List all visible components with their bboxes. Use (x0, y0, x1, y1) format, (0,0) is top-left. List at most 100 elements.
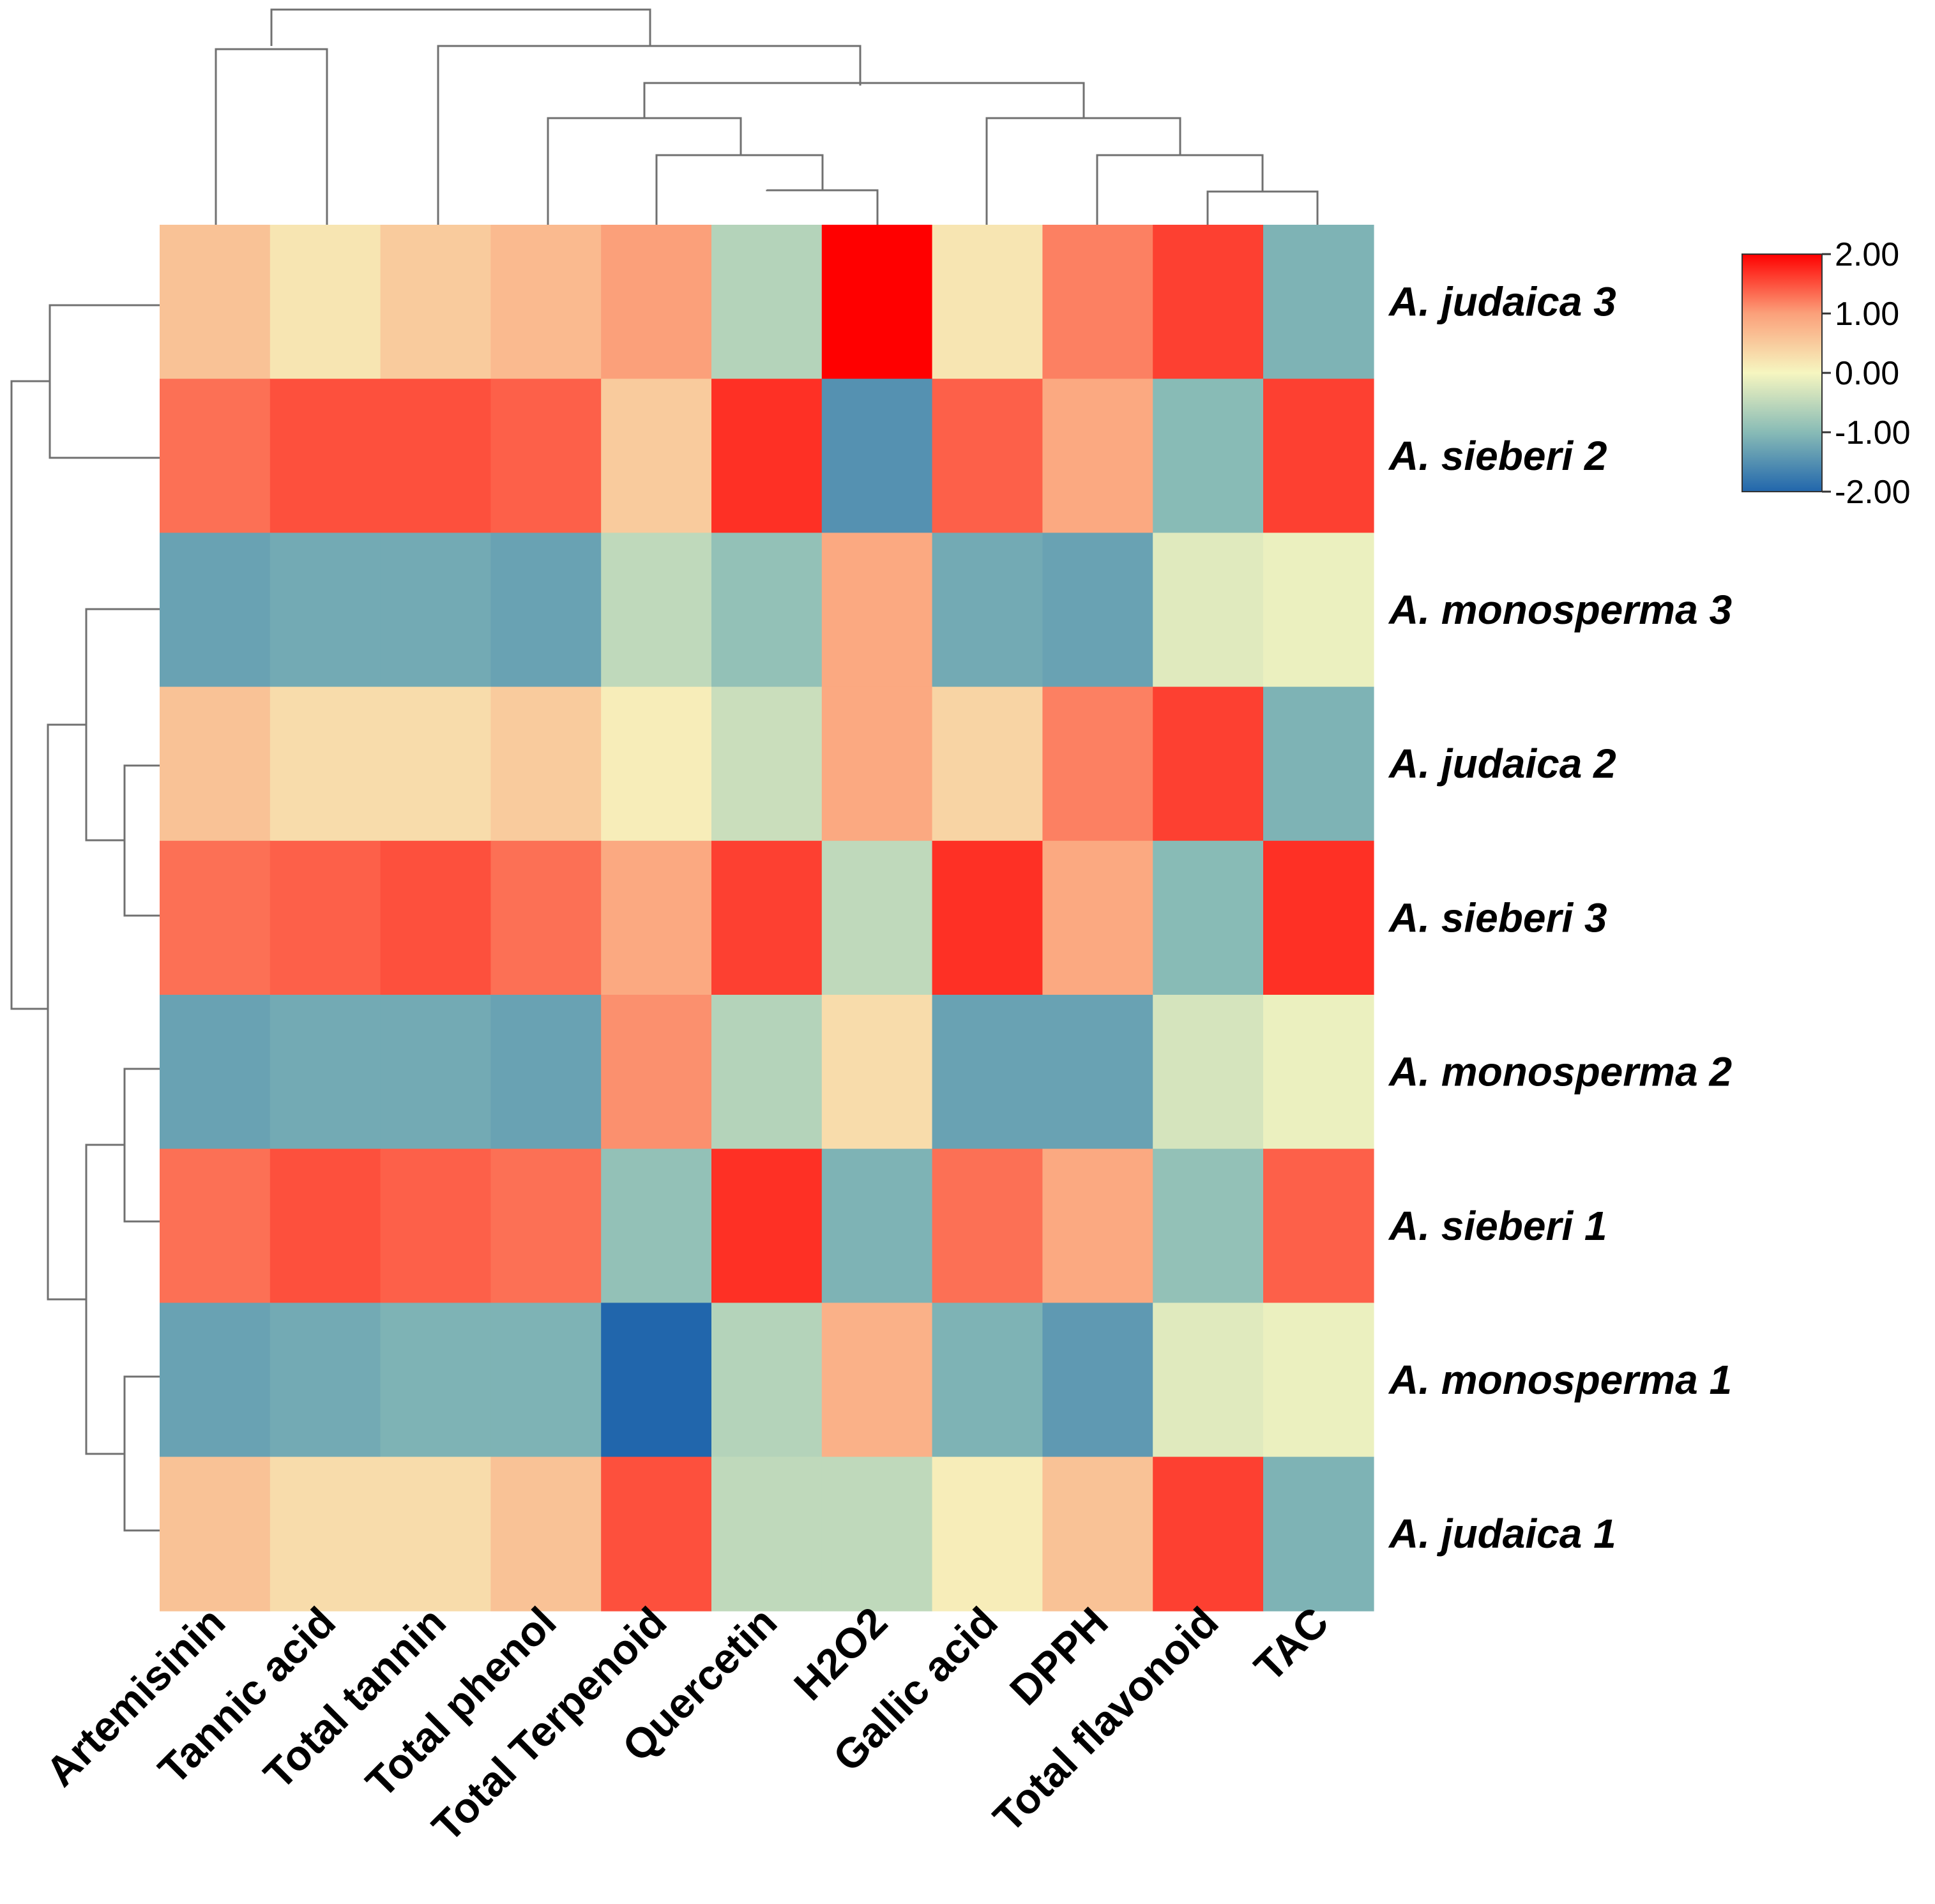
heatmap-cell (932, 1303, 1043, 1458)
heatmap-cell (490, 1456, 602, 1612)
heatmap-cell (1042, 1456, 1153, 1612)
heatmap-cell (380, 533, 492, 688)
heatmap-cell (821, 533, 933, 688)
heatmap-cell (932, 533, 1043, 688)
heatmap-cell (711, 686, 823, 842)
heatmap-cell (1153, 995, 1264, 1149)
row-label: A. sieberi 2 (1388, 433, 1607, 479)
heatmap-cell (269, 1303, 381, 1458)
heatmap-cell (1153, 1456, 1264, 1612)
heatmap-cell (1263, 995, 1374, 1149)
heatmap-cell (601, 686, 712, 842)
heatmap-cell (490, 1149, 602, 1304)
color-scale-tick-label: 2.00 (1835, 236, 1899, 273)
heatmap-cell (160, 1456, 271, 1612)
heatmap-cell (821, 379, 933, 534)
row-label: A. judaica 2 (1388, 741, 1616, 787)
heatmap-cell (1263, 686, 1374, 842)
heatmap-cell (490, 379, 602, 534)
heatmap-cell (1042, 686, 1153, 842)
heatmap-cell (821, 686, 933, 842)
heatmap-cell (1263, 379, 1374, 534)
heatmap-cell (821, 995, 933, 1149)
heatmap-cell (601, 1149, 712, 1304)
heatmap-cell (269, 379, 381, 534)
heatmap-cell (601, 533, 712, 688)
heatmap-cell (1153, 1149, 1264, 1304)
heatmap-cell (932, 379, 1043, 534)
heatmap-cell (1153, 840, 1264, 995)
row-label: A. monosperma 3 (1388, 587, 1732, 633)
heatmap-cell (1263, 1303, 1374, 1458)
heatmap-cell (711, 379, 823, 534)
heatmap-cell (1153, 533, 1264, 688)
heatmap-cell (1042, 995, 1153, 1149)
heatmap-cell (821, 1303, 933, 1458)
heatmap-cell (160, 379, 271, 534)
heatmap-cell (160, 1303, 271, 1458)
column-dendrogram (215, 8, 1319, 225)
heatmap-cell (380, 225, 492, 379)
row-dendrogram (10, 304, 160, 1532)
heatmap-cell (1153, 686, 1264, 842)
color-scale-ticks: 2.00 1.00 0.00 -1.00 -2.00 (1822, 236, 1911, 511)
heatmap-cell (601, 840, 712, 995)
row-labels: A. judaica 3 A. sieberi 2 A. monosperma 3 A… (1388, 279, 1732, 1557)
heatmap-cell (601, 225, 712, 379)
heatmap-cell (821, 1456, 933, 1612)
row-label: A. sieberi 3 (1388, 895, 1607, 941)
heatmap-cell (160, 840, 271, 995)
heatmap-cell (711, 995, 823, 1149)
color-scale-tick-label: -2.00 (1835, 474, 1911, 511)
row-label: A. monosperma 2 (1388, 1049, 1732, 1095)
heatmap-cell (821, 840, 933, 995)
row-label: A. judaica 1 (1388, 1511, 1616, 1557)
row-label: A. sieberi 1 (1388, 1203, 1607, 1249)
heatmap-cell (269, 533, 381, 688)
heatmap-cell (269, 840, 381, 995)
heatmap-cell (1153, 225, 1264, 379)
heatmap-cell (821, 225, 933, 379)
heatmap-cell (380, 840, 492, 995)
heatmap-cell (711, 1456, 823, 1612)
heatmap-cell (601, 379, 712, 534)
heatmap-cell (932, 995, 1043, 1149)
heatmap-cell (380, 1303, 492, 1458)
heatmap-cell (1263, 225, 1374, 379)
heatmap-cell (821, 1149, 933, 1304)
heatmap-cell (1263, 1149, 1374, 1304)
heatmap-cell (160, 1149, 271, 1304)
heatmap-cell (1042, 379, 1153, 534)
heatmap-cell (490, 686, 602, 842)
heatmap-cell (1263, 533, 1374, 688)
color-scale-tick-label: 1.00 (1835, 296, 1899, 333)
heatmap-cell (490, 1303, 602, 1458)
heatmap-cell (380, 379, 492, 534)
heatmap-cell (160, 686, 271, 842)
heatmap-cell (932, 686, 1043, 842)
heatmap-cell (490, 225, 602, 379)
heatmap-cell (269, 225, 381, 379)
heatmap-cell (1042, 840, 1153, 995)
heatmap-cell (1042, 1303, 1153, 1458)
heatmap-cell (601, 1303, 712, 1458)
color-scale-tick-label: 0.00 (1835, 355, 1899, 392)
heatmap-cell (269, 995, 381, 1149)
heatmap-cell (160, 995, 271, 1149)
color-scale-tick-label: -1.00 (1835, 414, 1911, 451)
heatmap-cell (269, 1149, 381, 1304)
heatmap-cell (932, 840, 1043, 995)
color-scale-legend: 2.00 1.00 0.00 -1.00 -2.00 (1742, 236, 1911, 511)
heatmap-cell (932, 225, 1043, 379)
heatmap-cell (490, 533, 602, 688)
heatmap-cell (160, 225, 271, 379)
heatmap-cell (601, 995, 712, 1149)
heatmap-cell (932, 1149, 1043, 1304)
heatmap-cells (160, 225, 1374, 1612)
heatmap-cell (160, 533, 271, 688)
heatmap-cell (1042, 225, 1153, 379)
heatmap-cell (1153, 379, 1264, 534)
heatmap-cell (380, 995, 492, 1149)
